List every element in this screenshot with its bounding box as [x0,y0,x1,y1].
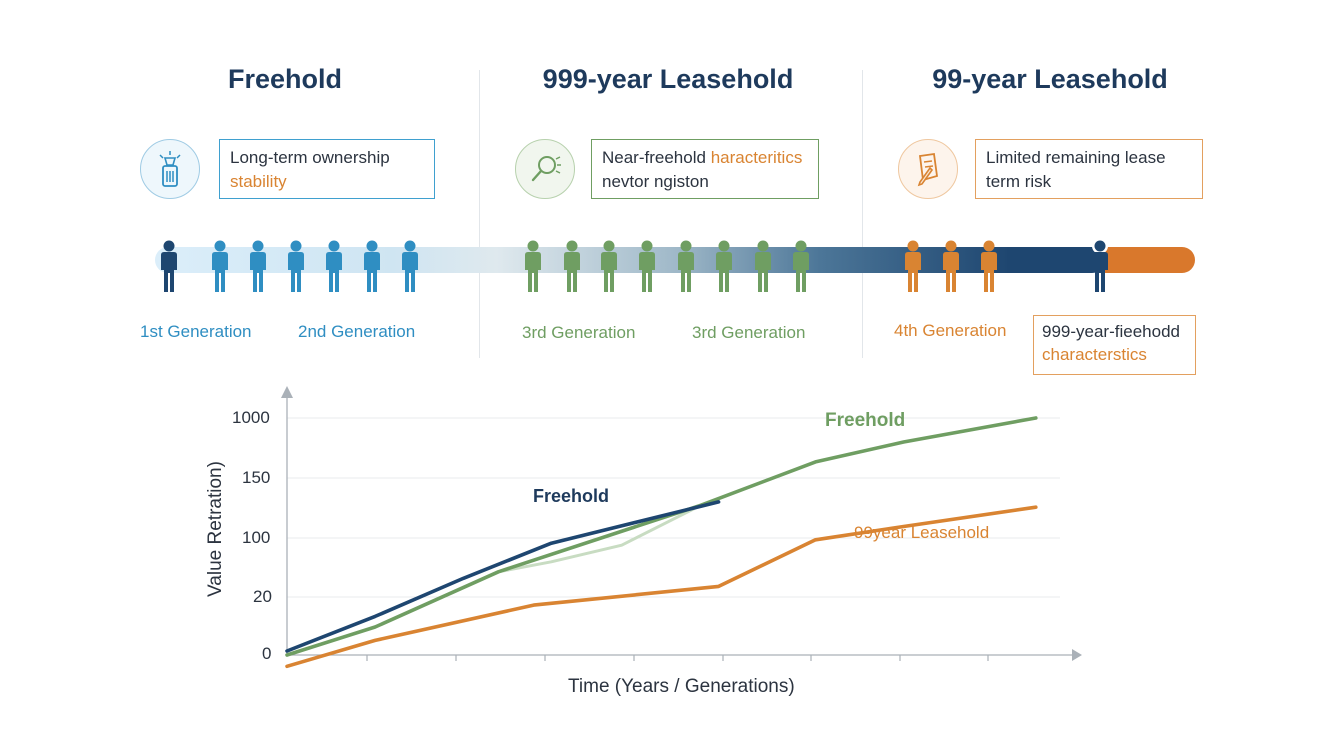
generation-label-2: 2nd Generation [298,322,416,341]
y-tick-label: 20 [253,587,272,606]
person-icon [941,239,961,293]
series-line-1 [496,503,703,574]
person-icon [791,239,811,293]
person-icon [562,239,582,293]
note-line-2: term risk [986,172,1052,191]
person-icon [210,239,230,293]
x-axis-arrow [1072,649,1082,661]
person-icon [286,239,306,293]
person-icon [324,239,344,293]
y-tick-label: 100 [242,528,271,547]
column-title-99-year: 99-year Leasehold [932,64,1168,94]
note-box-99-year: Limited remaining lease term risk [975,139,1203,199]
note-accent-text: haracteritics [710,148,803,167]
y-axis-arrow [281,386,293,398]
y-axis-label: Value Retration) [205,461,226,597]
column-title-999-year: 999-year Leasehold [542,64,794,94]
generation-label-3: 3rd Generation [522,323,636,342]
person-icon [400,239,420,293]
person-icon [753,239,773,293]
callout-box: 999-year-fieehodd characterstics [1033,315,1196,375]
person-icon [979,239,999,293]
person-icon [248,239,268,293]
note-box-freehold: Long-term ownership stability [219,139,435,199]
series-label-freehold-navy: Freehold [533,486,610,506]
column-divider-1 [479,70,480,358]
column-divider-2 [862,70,863,358]
person-icon [714,239,734,293]
magnifier-icon [515,139,575,199]
generation-label-1: 1st Generation [140,322,252,341]
callout-line-1: 999-year-fieehodd [1042,322,1180,341]
y-tick-label: 0 [262,644,272,663]
person-icon [599,239,619,293]
key-card-icon [140,139,200,199]
note-line-1: Near-freehold haracteritics [602,146,808,170]
series-line-3 [285,505,1038,669]
x-axis-label: Time (Years / Generations) [568,676,795,697]
series-line-0 [285,500,721,653]
person-icon [523,239,543,293]
person-icon [362,239,382,293]
note-box-999-year: Near-freehold haracteritics nevtor ngist… [591,139,819,199]
note-line-2: nevtor ngiston [602,172,709,191]
person-icon [676,239,696,293]
note-line-1: Limited remaining lease [986,148,1166,167]
generation-label-4: 3rd Generation [692,323,806,342]
series-label-99-year: 99year Leasehold [854,523,990,542]
note-text: Near-freehold [602,148,706,167]
person-icon [1090,238,1110,293]
generation-timeline-bar [155,247,1195,273]
document-pen-icon [898,139,958,199]
person-icon [637,239,657,293]
generation-label-5: 4th Generation [894,321,1007,340]
y-tick-label: 1000 [232,408,270,427]
y-tick-label: 150 [242,468,271,487]
person-icon [159,239,179,293]
callout-line-2: characterstics [1042,345,1147,364]
column-title-freehold: Freehold [227,64,342,94]
note-line-1: Long-term ownership [230,148,390,167]
series-label-freehold-green: Freehold [825,410,906,431]
note-line-2: stability [230,172,287,191]
person-icon [903,239,923,293]
